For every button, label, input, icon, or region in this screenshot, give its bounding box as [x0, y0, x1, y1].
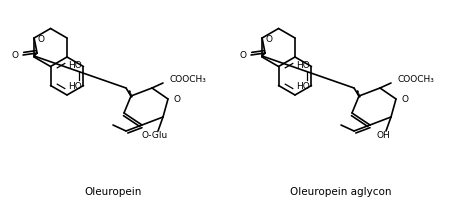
Text: HO: HO [296, 82, 309, 91]
Text: O: O [173, 94, 180, 103]
Text: O: O [37, 34, 44, 43]
Text: COOCH₃: COOCH₃ [170, 75, 207, 84]
Text: COOCH₃: COOCH₃ [398, 75, 435, 84]
Text: O-Glu: O-Glu [142, 132, 168, 141]
Text: Oleuropein: Oleuropein [84, 187, 142, 197]
Text: HO: HO [68, 61, 82, 71]
Text: OH: OH [376, 132, 390, 141]
Text: O: O [11, 51, 18, 60]
Text: O: O [239, 51, 246, 60]
Text: O: O [265, 34, 272, 43]
Text: HO: HO [296, 61, 309, 71]
Text: O: O [401, 94, 408, 103]
Text: HO: HO [68, 82, 82, 91]
Text: Oleuropein aglycon: Oleuropein aglycon [290, 187, 392, 197]
